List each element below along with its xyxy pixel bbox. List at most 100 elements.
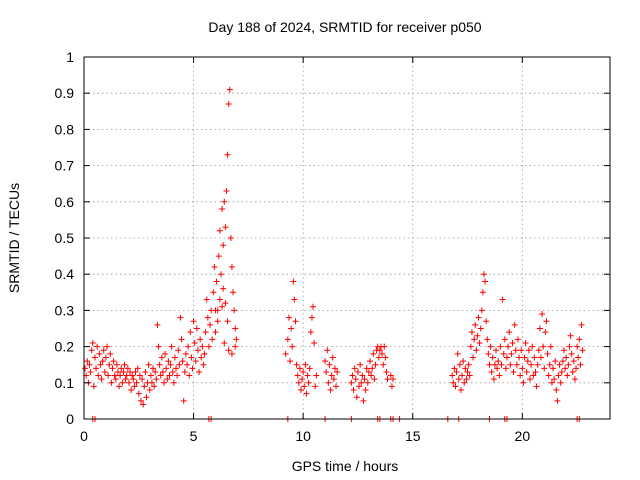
data-point bbox=[102, 354, 109, 361]
data-point bbox=[348, 379, 355, 386]
data-point bbox=[216, 296, 223, 303]
y-tick-label: 0 bbox=[66, 411, 74, 427]
data-point bbox=[82, 365, 89, 372]
data-point bbox=[559, 358, 566, 365]
data-point bbox=[151, 383, 158, 390]
y-tick-label: 0.6 bbox=[55, 194, 75, 210]
data-point bbox=[326, 361, 333, 368]
data-point bbox=[354, 368, 361, 375]
data-point bbox=[140, 401, 147, 408]
data-point bbox=[167, 361, 174, 368]
data-point bbox=[179, 358, 186, 365]
data-point bbox=[324, 347, 331, 354]
data-point bbox=[536, 325, 543, 332]
data-point bbox=[551, 376, 558, 383]
data-point bbox=[295, 379, 302, 386]
data-point bbox=[110, 358, 117, 365]
data-point bbox=[233, 336, 240, 343]
data-point bbox=[363, 365, 370, 372]
data-point bbox=[196, 368, 203, 375]
data-point bbox=[185, 343, 192, 350]
data-point bbox=[524, 358, 531, 365]
data-point bbox=[460, 358, 467, 365]
data-point bbox=[123, 372, 130, 379]
data-point bbox=[361, 376, 368, 383]
data-point bbox=[201, 350, 208, 357]
data-point bbox=[484, 336, 491, 343]
data-point bbox=[520, 379, 527, 386]
data-point bbox=[182, 350, 189, 357]
data-point bbox=[368, 372, 375, 379]
data-point bbox=[360, 397, 367, 404]
data-point bbox=[225, 101, 232, 108]
data-point bbox=[169, 368, 176, 375]
data-point bbox=[121, 361, 128, 368]
data-point bbox=[452, 383, 459, 390]
data-point bbox=[454, 350, 461, 357]
data-point bbox=[181, 368, 188, 375]
data-point bbox=[390, 376, 397, 383]
data-point bbox=[566, 343, 573, 350]
data-point bbox=[305, 379, 312, 386]
data-point bbox=[312, 383, 319, 390]
data-point bbox=[517, 372, 524, 379]
data-point bbox=[282, 350, 289, 357]
data-point bbox=[459, 372, 466, 379]
data-point bbox=[165, 358, 172, 365]
data-point bbox=[468, 329, 475, 336]
data-point bbox=[370, 350, 377, 357]
data-point bbox=[158, 354, 165, 361]
data-point bbox=[307, 329, 314, 336]
data-point bbox=[467, 343, 474, 350]
data-point bbox=[383, 368, 390, 375]
data-point bbox=[475, 314, 482, 321]
data-point bbox=[168, 343, 175, 350]
data-point bbox=[554, 397, 561, 404]
data-point bbox=[219, 303, 226, 310]
data-point bbox=[186, 372, 193, 379]
data-point bbox=[304, 372, 311, 379]
data-point bbox=[109, 365, 116, 372]
data-point bbox=[521, 354, 528, 361]
data-point bbox=[190, 318, 197, 325]
data-point bbox=[87, 368, 94, 375]
data-point bbox=[569, 368, 576, 375]
data-point bbox=[476, 339, 483, 346]
data-point bbox=[331, 365, 338, 372]
data-point bbox=[192, 358, 199, 365]
data-point bbox=[357, 361, 364, 368]
data-point bbox=[96, 350, 103, 357]
data-point bbox=[134, 365, 141, 372]
data-point bbox=[531, 354, 538, 361]
data-point bbox=[509, 339, 516, 346]
data-point bbox=[500, 350, 507, 357]
y-tick-label: 0.8 bbox=[55, 121, 75, 137]
data-point bbox=[570, 358, 577, 365]
data-point bbox=[287, 358, 294, 365]
data-point bbox=[510, 368, 517, 375]
data-point bbox=[152, 368, 159, 375]
data-point bbox=[97, 361, 104, 368]
data-point bbox=[473, 347, 480, 354]
data-point bbox=[84, 358, 91, 365]
data-point bbox=[574, 343, 581, 350]
data-point bbox=[108, 379, 115, 386]
data-point bbox=[91, 354, 98, 361]
data-point bbox=[194, 347, 201, 354]
data-point bbox=[544, 350, 551, 357]
data-point bbox=[450, 379, 457, 386]
data-point bbox=[232, 343, 239, 350]
data-point bbox=[512, 347, 519, 354]
data-point bbox=[214, 307, 221, 314]
data-point bbox=[449, 372, 456, 379]
data-point bbox=[202, 329, 209, 336]
data-point bbox=[502, 365, 509, 372]
data-point bbox=[537, 354, 544, 361]
data-point bbox=[352, 376, 359, 383]
data-point bbox=[95, 372, 102, 379]
data-point bbox=[116, 383, 123, 390]
data-point bbox=[571, 376, 578, 383]
data-point bbox=[466, 372, 473, 379]
data-point bbox=[325, 379, 332, 386]
